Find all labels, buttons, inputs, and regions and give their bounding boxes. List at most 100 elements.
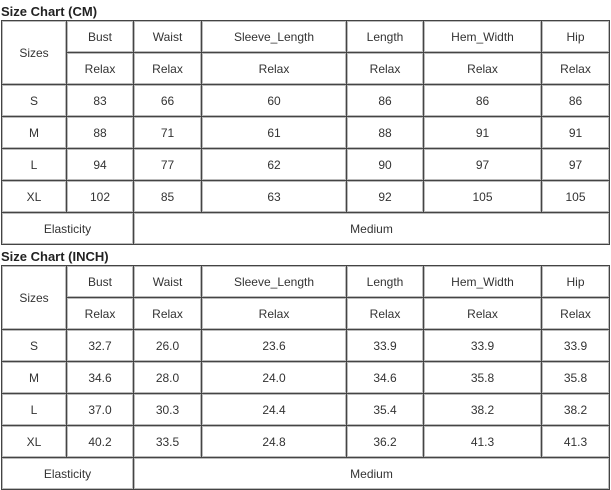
sizes-header: Sizes xyxy=(1,20,67,85)
fit-cell: Relax xyxy=(66,52,134,85)
size-cell: M xyxy=(1,361,67,394)
fit-cell: Relax xyxy=(346,297,424,330)
fit-cell: Relax xyxy=(201,52,347,85)
header-row: Sizes Bust Waist Sleeve_Length Length Hem_Wid… xyxy=(1,265,610,330)
value-cell: 38.2 xyxy=(423,393,542,426)
fit-cell: Relax xyxy=(133,297,202,330)
value-cell: 91 xyxy=(423,116,542,149)
value-cell: 66 xyxy=(133,84,202,117)
size-table: Sizes Bust Waist Sleeve_Length Length Hem_Wid… xyxy=(1,20,610,245)
value-cell: 90 xyxy=(346,148,424,181)
value-cell: 32.7 xyxy=(66,329,134,362)
table-row: XL 40.2 33.5 24.8 36.2 41.3 41.3 xyxy=(1,425,610,458)
value-cell: 86 xyxy=(423,84,542,117)
value-cell: 24.0 xyxy=(201,361,347,394)
elasticity-label: Elasticity xyxy=(1,212,134,245)
column-header: Length xyxy=(346,20,424,53)
column-header: Hip xyxy=(541,20,610,53)
value-cell: 33.5 xyxy=(133,425,202,458)
value-cell: 102 xyxy=(66,180,134,213)
value-cell: 35.4 xyxy=(346,393,424,426)
size-cell: M xyxy=(1,116,67,149)
column-header: Hem_Width xyxy=(423,265,542,298)
value-cell: 36.2 xyxy=(346,425,424,458)
value-cell: 94 xyxy=(66,148,134,181)
fit-cell: Relax xyxy=(541,297,610,330)
size-table: Sizes Bust Waist Sleeve_Length Length Hem_Wid… xyxy=(1,265,610,490)
value-cell: 97 xyxy=(541,148,610,181)
value-cell: 26.0 xyxy=(133,329,202,362)
table-row: M 88 71 61 88 91 91 xyxy=(1,116,610,149)
value-cell: 105 xyxy=(541,180,610,213)
value-cell: 91 xyxy=(541,116,610,149)
value-cell: 41.3 xyxy=(423,425,542,458)
value-cell: 85 xyxy=(133,180,202,213)
value-cell: 30.3 xyxy=(133,393,202,426)
value-cell: 23.6 xyxy=(201,329,347,362)
value-cell: 88 xyxy=(346,116,424,149)
fit-row: Relax Relax Relax Relax Relax Relax xyxy=(2,52,610,85)
fit-cell: Relax xyxy=(66,297,134,330)
value-cell: 86 xyxy=(541,84,610,117)
value-cell: 33.9 xyxy=(346,329,424,362)
value-cell: 61 xyxy=(201,116,347,149)
value-cell: 35.8 xyxy=(423,361,542,394)
elasticity-value: Medium xyxy=(133,457,610,490)
size-cell: L xyxy=(1,148,67,181)
value-cell: 34.6 xyxy=(66,361,134,394)
value-cell: 62 xyxy=(201,148,347,181)
value-cell: 33.9 xyxy=(541,329,610,362)
value-cell: 83 xyxy=(66,84,134,117)
value-cell: 92 xyxy=(346,180,424,213)
table-row: S 83 66 60 86 86 86 xyxy=(1,84,610,117)
value-cell: 35.8 xyxy=(541,361,610,394)
value-cell: 41.3 xyxy=(541,425,610,458)
column-header: Hip xyxy=(541,265,610,298)
elasticity-row: Elasticity Medium xyxy=(1,457,610,490)
value-cell: 34.6 xyxy=(346,361,424,394)
value-cell: 63 xyxy=(201,180,347,213)
value-cell: 71 xyxy=(133,116,202,149)
fit-cell: Relax xyxy=(346,52,424,85)
column-header: Sleeve_Length xyxy=(201,20,347,53)
column-header: Hem_Width xyxy=(423,20,542,53)
fit-cell: Relax xyxy=(423,297,542,330)
value-cell: 24.4 xyxy=(201,393,347,426)
value-cell: 24.8 xyxy=(201,425,347,458)
value-cell: 86 xyxy=(346,84,424,117)
size-cell: XL xyxy=(1,425,67,458)
elasticity-row: Elasticity Medium xyxy=(1,212,610,245)
size-cell: S xyxy=(1,329,67,362)
fit-cell: Relax xyxy=(423,52,542,85)
value-cell: 77 xyxy=(133,148,202,181)
value-cell: 38.2 xyxy=(541,393,610,426)
value-cell: 33.9 xyxy=(423,329,542,362)
value-cell: 105 xyxy=(423,180,542,213)
column-header: Waist xyxy=(133,265,202,298)
table-row: M 34.6 28.0 24.0 34.6 35.8 35.8 xyxy=(1,361,610,394)
elasticity-label: Elasticity xyxy=(1,457,134,490)
chart-title: Size Chart (INCH) xyxy=(1,249,109,264)
column-header: Length xyxy=(346,265,424,298)
value-cell: 37.0 xyxy=(66,393,134,426)
value-cell: 28.0 xyxy=(133,361,202,394)
table-row: L 37.0 30.3 24.4 35.4 38.2 38.2 xyxy=(1,393,610,426)
size-cell: L xyxy=(1,393,67,426)
fit-cell: Relax xyxy=(541,52,610,85)
value-cell: 40.2 xyxy=(66,425,134,458)
sizes-header: Sizes xyxy=(1,265,67,330)
value-cell: 60 xyxy=(201,84,347,117)
table-row: L 94 77 62 90 97 97 xyxy=(1,148,610,181)
table-row: S 32.7 26.0 23.6 33.9 33.9 33.9 xyxy=(1,329,610,362)
column-header: Sleeve_Length xyxy=(201,265,347,298)
elasticity-value: Medium xyxy=(133,212,610,245)
fit-cell: Relax xyxy=(133,52,202,85)
table-row: XL 102 85 63 92 105 105 xyxy=(1,180,610,213)
fit-row: Relax Relax Relax Relax Relax Relax xyxy=(2,297,610,330)
header-row: Sizes Bust Waist Sleeve_Length Length Hem_Wid… xyxy=(1,20,610,85)
size-cell: XL xyxy=(1,180,67,213)
column-header: Bust xyxy=(66,20,134,53)
column-header: Waist xyxy=(133,20,202,53)
fit-cell: Relax xyxy=(201,297,347,330)
